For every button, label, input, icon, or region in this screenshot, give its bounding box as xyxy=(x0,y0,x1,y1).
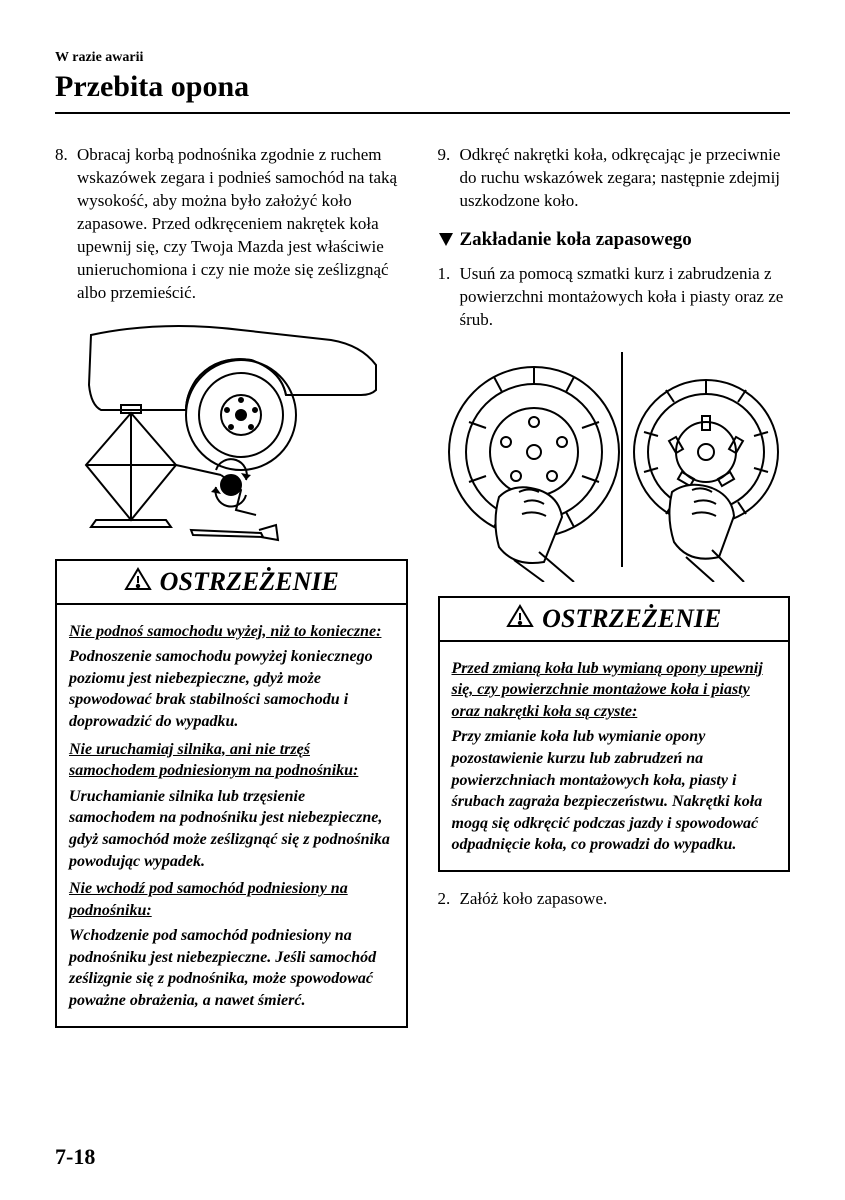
warning-header: OSTRZEŻENIE xyxy=(57,561,406,605)
content-columns: 8. Obracaj korbą podnośnika zgodnie z ru… xyxy=(55,144,790,1028)
step-text: Załóż koło zapasowe. xyxy=(460,888,791,911)
step-text: Obracaj korbą podnośnika zgodnie z ruche… xyxy=(77,144,408,305)
step-number: 8. xyxy=(55,144,77,305)
warning-body: Nie podnoś samochodu wyżej, niż to konie… xyxy=(57,605,406,1026)
warning-header: OSTRZEŻENIE xyxy=(440,598,789,642)
warn-heading-1: Nie podnoś samochodu wyżej, niż to konie… xyxy=(69,621,394,643)
warn-para-r1: Przy zmianie koła lub wymianie opony poz… xyxy=(452,726,777,856)
step-8: 8. Obracaj korbą podnośnika zgodnie z ru… xyxy=(55,144,408,305)
jack-illustration-icon xyxy=(81,315,381,545)
warning-triangle-icon xyxy=(506,604,534,633)
step-9: 9. Odkręć nakrętki koła, odkręcając je p… xyxy=(438,144,791,213)
step-number: 1. xyxy=(438,263,460,332)
warn-heading-r1: Przed zmianą koła lub wymianą opony upew… xyxy=(452,658,777,723)
warning-title: OSTRZEŻENIE xyxy=(542,604,721,634)
step-r1: 1. Usuń za pomocą szmatki kurz i zabrudz… xyxy=(438,263,791,332)
warn-para-2: Uruchamianie silnika lub trzęsienie samo… xyxy=(69,786,394,872)
warn-para-3: Wchodzenie pod samochód podniesiony na p… xyxy=(69,925,394,1011)
page-number: 7-18 xyxy=(55,1144,95,1170)
subheading: Zakładanie koła zapasowego xyxy=(460,229,692,251)
header: W razie awarii Przebita opona xyxy=(55,50,790,114)
left-column: 8. Obracaj korbą podnośnika zgodnie z ru… xyxy=(55,144,408,1028)
subheading-row: Zakładanie koła zapasowego xyxy=(438,229,791,253)
warning-triangle-icon xyxy=(124,567,152,596)
warning-box-right: OSTRZEŻENIE Przed zmianą koła lub wymian… xyxy=(438,596,791,872)
step-number: 9. xyxy=(438,144,460,213)
step-text: Odkręć nakrętki koła, odkręcając je prze… xyxy=(460,144,791,213)
step-number: 2. xyxy=(438,888,460,911)
breadcrumb: W razie awarii xyxy=(55,50,790,66)
warning-body: Przed zmianą koła lub wymianą opony upew… xyxy=(440,642,789,870)
warn-heading-3: Nie wchodź pod samochód podniesiony na p… xyxy=(69,878,394,921)
page-title: Przebita opona xyxy=(55,70,790,104)
figure-wheel-clean xyxy=(438,342,791,582)
warning-box-left: OSTRZEŻENIE Nie podnoś samochodu wyżej, … xyxy=(55,559,408,1028)
warning-title: OSTRZEŻENIE xyxy=(160,567,339,597)
step-text: Usuń za pomocą szmatki kurz i zabrudzeni… xyxy=(460,263,791,332)
warn-para-1: Podnoszenie samochodu powyżej konieczneg… xyxy=(69,646,394,732)
triangle-marker-icon xyxy=(438,232,454,253)
step-r2: 2. Załóż koło zapasowe. xyxy=(438,888,791,911)
figure-jack xyxy=(55,315,408,545)
warn-heading-2: Nie uruchamiaj silnika, ani nie trzęś sa… xyxy=(69,739,394,782)
right-column: 9. Odkręć nakrętki koła, odkręcając je p… xyxy=(438,144,791,1028)
wheel-cleaning-illustration-icon xyxy=(444,342,784,582)
